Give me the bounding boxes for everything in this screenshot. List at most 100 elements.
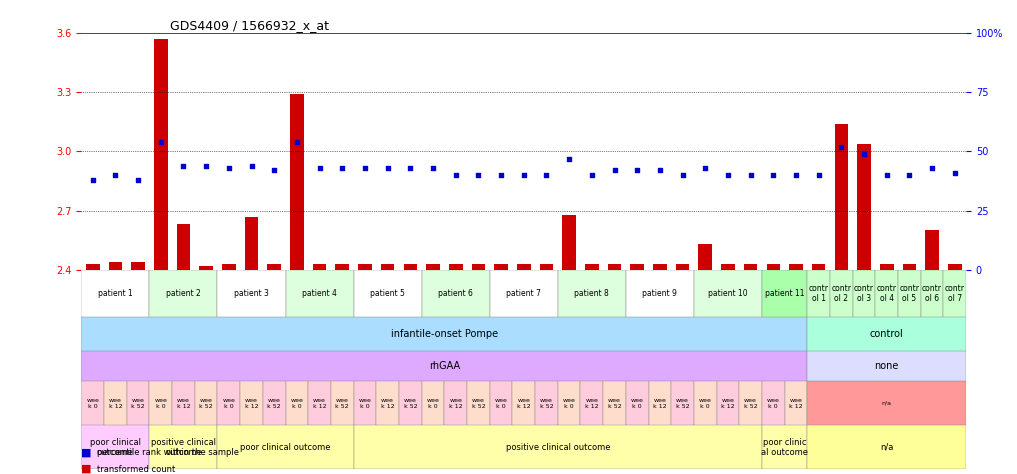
FancyBboxPatch shape — [694, 382, 717, 425]
Text: wee
k 12: wee k 12 — [245, 398, 258, 409]
Bar — [948, 264, 962, 270]
Text: wee
k 0: wee k 0 — [86, 398, 99, 409]
Bar — [154, 39, 168, 270]
Text: wee
k 12: wee k 12 — [789, 398, 802, 409]
Text: wee
k 0: wee k 0 — [699, 398, 712, 409]
FancyBboxPatch shape — [807, 317, 966, 351]
Text: wee
k 12: wee k 12 — [653, 398, 667, 409]
Bar — [85, 264, 100, 270]
Text: poor clinical
outcome: poor clinical outcome — [89, 438, 141, 457]
Bar — [699, 244, 712, 270]
Text: poor clinic
al outcome: poor clinic al outcome — [761, 438, 809, 457]
Bar — [380, 264, 395, 270]
Text: wee
k 0: wee k 0 — [223, 398, 235, 409]
Bar — [880, 264, 894, 270]
Point — [311, 164, 327, 172]
Point — [175, 162, 191, 170]
Bar — [925, 230, 939, 270]
Text: patient 2: patient 2 — [166, 289, 200, 298]
Text: patient 7: patient 7 — [506, 289, 541, 298]
Text: wee
k 52: wee k 52 — [743, 398, 758, 409]
Point — [697, 164, 713, 172]
FancyBboxPatch shape — [694, 270, 762, 317]
FancyBboxPatch shape — [354, 382, 376, 425]
Point — [901, 172, 917, 179]
FancyBboxPatch shape — [127, 382, 149, 425]
Text: wee
k 0: wee k 0 — [767, 398, 780, 409]
FancyBboxPatch shape — [81, 270, 149, 317]
Text: GDS4409 / 1566932_x_at: GDS4409 / 1566932_x_at — [170, 19, 328, 32]
Point — [470, 172, 486, 179]
Text: patient 5: patient 5 — [370, 289, 405, 298]
Point — [153, 138, 169, 146]
Text: ■: ■ — [81, 447, 92, 457]
Bar — [767, 264, 780, 270]
Bar — [517, 264, 531, 270]
Point — [606, 167, 622, 174]
Text: infantile-onset Pompe: infantile-onset Pompe — [391, 329, 498, 339]
Text: patient 11: patient 11 — [765, 289, 804, 298]
Text: n/a: n/a — [882, 401, 892, 406]
Text: contr
ol 7: contr ol 7 — [945, 284, 965, 303]
Point — [493, 172, 510, 179]
Point — [84, 176, 101, 184]
Point — [652, 167, 668, 174]
Bar — [653, 264, 667, 270]
Text: wee
k 12: wee k 12 — [721, 398, 734, 409]
Point — [243, 162, 259, 170]
Text: wee
k 52: wee k 52 — [336, 398, 349, 409]
Text: wee
k 12: wee k 12 — [109, 398, 122, 409]
Text: wee
k 52: wee k 52 — [608, 398, 621, 409]
FancyBboxPatch shape — [762, 270, 807, 317]
FancyBboxPatch shape — [218, 425, 354, 469]
Bar — [245, 217, 258, 270]
FancyBboxPatch shape — [557, 270, 625, 317]
Point — [335, 164, 351, 172]
FancyBboxPatch shape — [149, 425, 218, 469]
FancyBboxPatch shape — [920, 270, 944, 317]
FancyBboxPatch shape — [717, 382, 739, 425]
FancyBboxPatch shape — [331, 382, 354, 425]
Text: control: control — [870, 329, 904, 339]
FancyBboxPatch shape — [286, 270, 354, 317]
Bar — [448, 264, 463, 270]
FancyBboxPatch shape — [81, 351, 807, 382]
Text: wee
k 52: wee k 52 — [267, 398, 281, 409]
FancyBboxPatch shape — [625, 382, 649, 425]
Text: contr
ol 1: contr ol 1 — [809, 284, 829, 303]
Point — [630, 167, 646, 174]
FancyBboxPatch shape — [376, 382, 399, 425]
Bar — [404, 264, 417, 270]
Bar — [358, 264, 372, 270]
Point — [742, 172, 759, 179]
Text: wee
k 12: wee k 12 — [177, 398, 190, 409]
Bar — [675, 264, 690, 270]
FancyBboxPatch shape — [444, 382, 467, 425]
Point — [198, 162, 215, 170]
FancyBboxPatch shape — [852, 270, 876, 317]
Text: patient 4: patient 4 — [302, 289, 337, 298]
Point — [289, 138, 305, 146]
FancyBboxPatch shape — [490, 270, 557, 317]
Text: contr
ol 3: contr ol 3 — [854, 284, 874, 303]
FancyBboxPatch shape — [172, 382, 195, 425]
Bar — [631, 264, 644, 270]
FancyBboxPatch shape — [354, 425, 762, 469]
FancyBboxPatch shape — [490, 382, 513, 425]
Text: wee
k 52: wee k 52 — [675, 398, 690, 409]
Point — [879, 172, 895, 179]
FancyBboxPatch shape — [785, 382, 807, 425]
Point — [811, 172, 827, 179]
FancyBboxPatch shape — [557, 382, 581, 425]
Text: rhGAA: rhGAA — [429, 361, 460, 371]
Text: none: none — [875, 361, 899, 371]
Text: wee
k 12: wee k 12 — [313, 398, 326, 409]
Point — [765, 172, 781, 179]
FancyBboxPatch shape — [807, 270, 830, 317]
Text: ■: ■ — [81, 464, 92, 474]
Bar — [721, 264, 734, 270]
FancyBboxPatch shape — [286, 382, 308, 425]
FancyBboxPatch shape — [399, 382, 422, 425]
Bar — [494, 264, 507, 270]
Bar — [290, 94, 304, 270]
